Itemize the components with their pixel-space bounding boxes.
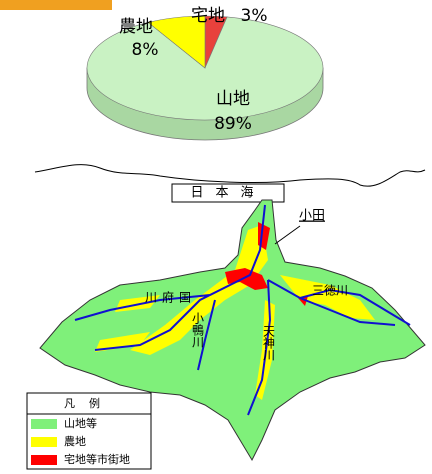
coastline	[34, 164, 426, 187]
slice-label: 宅地	[191, 6, 225, 26]
legend-label: 宅地等市街地	[64, 452, 130, 466]
river-label: 国府川	[145, 290, 196, 305]
value-label: 3%	[241, 6, 268, 26]
pie: 宅地 3% 山地 89% 農地 8%	[86, 6, 324, 141]
value-label: 89%	[214, 114, 252, 134]
legend: 凡例 山地等 農地 宅地等市街地	[26, 392, 152, 470]
legend-swatch	[31, 437, 57, 447]
leader-line	[274, 225, 301, 245]
map: 日本海 小田 国府川 小鴨川 天神川 三徳川	[34, 164, 426, 462]
slice-label: 農地	[119, 17, 153, 37]
sea-label: 日本海	[190, 186, 265, 201]
legend-title: 凡例	[64, 396, 114, 410]
slice-label: 山地	[216, 89, 250, 109]
legend-label: 農地	[64, 434, 86, 448]
river	[74, 204, 411, 416]
pie-slice	[147, 15, 206, 69]
legend-swatch	[31, 455, 57, 465]
pie-slice	[86, 16, 324, 121]
river-label: 天神川	[262, 325, 276, 361]
legend-label: 山地等	[64, 416, 97, 430]
urban	[225, 222, 308, 306]
farmland	[280, 275, 375, 320]
header-tab	[0, 0, 112, 10]
place-label: 小田	[299, 209, 325, 224]
river-label: 三徳川	[312, 283, 348, 298]
sea-box	[171, 183, 285, 203]
value-label: 8%	[132, 40, 159, 60]
river-label: 小鴨川	[191, 312, 205, 348]
farmland	[95, 295, 160, 352]
legend-swatch	[31, 419, 57, 429]
land	[39, 199, 426, 462]
